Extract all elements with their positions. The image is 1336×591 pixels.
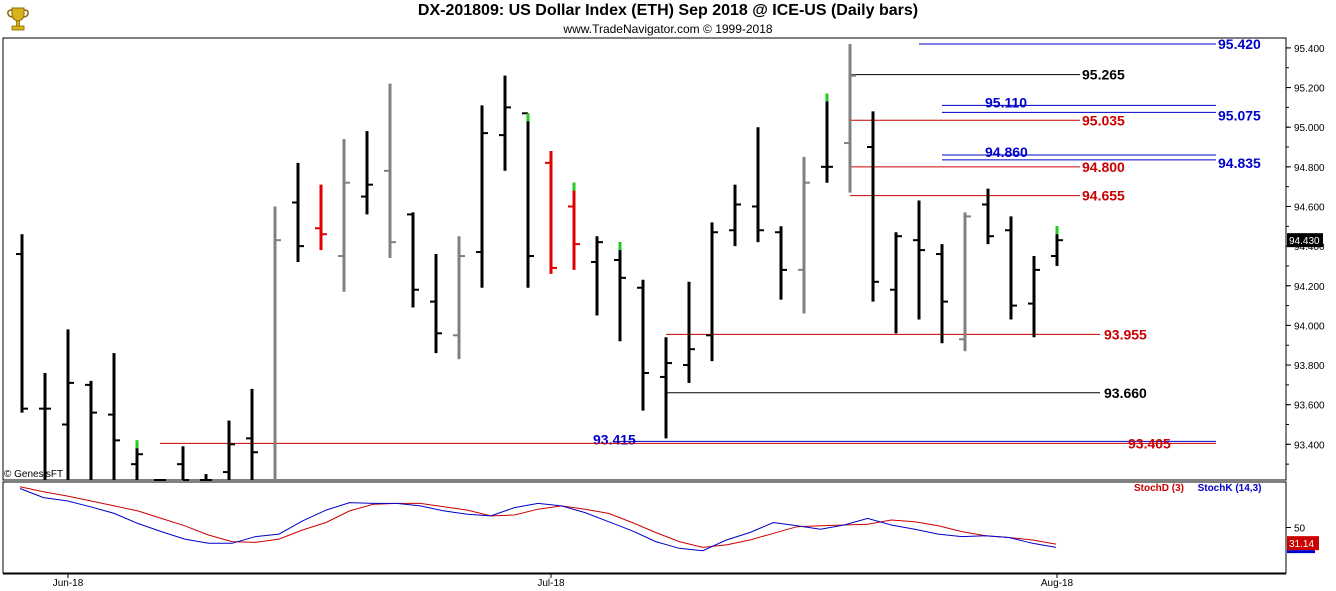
ohlc-bar: [614, 242, 626, 342]
ohlc-bar: [384, 83, 396, 259]
price-tick-label: 95.000: [1294, 123, 1325, 134]
price-tick-label: 95.200: [1294, 84, 1325, 95]
ohlc-bar: [844, 43, 856, 193]
level-label-94-835: 94.835: [1218, 155, 1261, 171]
level-label-93-660: 93.660: [1104, 385, 1147, 401]
stoch-d-last-label: 31.14: [1289, 539, 1314, 550]
price-panel-frame: [2, 37, 1287, 481]
level-label-95-265: 95.265: [1082, 67, 1125, 83]
ohlc-bar: [1005, 216, 1017, 320]
ohlc-bar: [108, 353, 120, 480]
chart-subtitle: www.TradeNavigator.com © 1999-2018: [563, 22, 773, 36]
last-price-label: 94.430: [1289, 236, 1320, 247]
ohlc-bar: [1028, 256, 1040, 338]
ohlc-bar: [62, 329, 74, 480]
level-label-94-800: 94.800: [1082, 159, 1125, 175]
ohlc-bar: [16, 234, 28, 413]
stoch-k-legend: StochK (14,3): [1197, 483, 1262, 494]
level-label-94-655: 94.655: [1082, 188, 1125, 204]
level-label-93-405: 93.405: [1128, 435, 1171, 451]
ohlc-bar: [660, 337, 672, 439]
level-label-93-415: 93.415: [593, 431, 636, 447]
ohlc-bar: [39, 372, 51, 480]
copyright-label: © GenesisFT: [4, 469, 64, 480]
chart-title: DX-201809: US Dollar Index (ETH) Sep 201…: [417, 2, 919, 19]
ohlc-bar: [1051, 226, 1063, 266]
last-price-box: [1287, 233, 1323, 248]
ohlc-bar: [821, 93, 833, 183]
ohlc-bar: [706, 222, 718, 362]
stoch-d-last-box: [1287, 536, 1319, 551]
ohlc-bar: [545, 150, 557, 274]
ohlc-bar: [131, 440, 143, 480]
ohlc-bar: [269, 206, 281, 481]
ohlc-bar: [85, 380, 97, 480]
stoch-k-line: [19, 488, 1057, 552]
level-label-95-420: 95.420: [1218, 36, 1261, 52]
price-tick-label: 94.400: [1294, 242, 1325, 253]
ohlc-bar: [683, 281, 695, 383]
ohlc-bar: [499, 75, 511, 171]
price-tick-label: 93.600: [1294, 401, 1325, 412]
level-label-93-955: 93.955: [1104, 326, 1147, 342]
ohlc-bar: [407, 212, 419, 308]
stoch-k-last-marker: [1287, 550, 1315, 554]
price-tick-label: 94.000: [1294, 321, 1325, 332]
stoch-tick-label: 50: [1294, 524, 1306, 535]
time-label: Jul-18: [537, 578, 565, 589]
ohlc-bar: [982, 188, 994, 245]
level-label-95-035: 95.035: [1082, 112, 1125, 128]
stochastic-legend: StochD (3) StochK (14,3): [1134, 483, 1261, 494]
ohlc-bar: [775, 226, 787, 300]
price-tick-label: 94.200: [1294, 282, 1325, 293]
ohlc-bar: [637, 279, 649, 411]
level-label-94-860: 94.860: [985, 144, 1028, 160]
ohlc-bar: [315, 184, 327, 251]
ohlc-bar: [568, 182, 580, 270]
stoch-d-legend: StochD (3): [1134, 483, 1184, 494]
ohlc-bar: [292, 162, 304, 262]
ohlc-bar: [959, 212, 971, 352]
ohlc-bar: [361, 131, 373, 215]
price-tick-label: 93.800: [1294, 361, 1325, 372]
ohlc-bar: [752, 127, 764, 243]
ohlc-bar: [591, 236, 603, 316]
ohlc-bar: [913, 200, 925, 320]
trophy-logo-icon: [4, 4, 32, 32]
time-label: Jun-18: [53, 578, 84, 589]
ohlc-bar: [200, 474, 212, 481]
ohlc-bar: [476, 105, 488, 288]
ohlc-bar: [246, 388, 258, 480]
ohlc-bar: [177, 446, 189, 481]
ohlc-bar: [890, 232, 902, 334]
ohlc-bar: [430, 254, 442, 354]
price-tick-label: 94.600: [1294, 202, 1325, 213]
ohlc-bar: [867, 111, 879, 302]
ohlc-bar: [338, 139, 350, 292]
time-label: Aug-18: [1041, 578, 1074, 589]
price-tick-label: 94.800: [1294, 163, 1325, 174]
ohlc-bar: [223, 420, 235, 480]
level-label-95-110: 95.110: [985, 94, 1027, 110]
ohlc-bar: [798, 156, 810, 314]
ohlc-bar: [522, 112, 534, 288]
level-label-95-075: 95.075: [1218, 107, 1261, 123]
price-tick-label: 93.400: [1294, 440, 1325, 451]
price-tick-label: 95.400: [1294, 44, 1325, 55]
ohlc-bar: [936, 244, 948, 344]
ohlc-bar: [729, 184, 741, 247]
ohlc-bar: [453, 236, 465, 360]
stoch-d-line: [19, 486, 1057, 548]
